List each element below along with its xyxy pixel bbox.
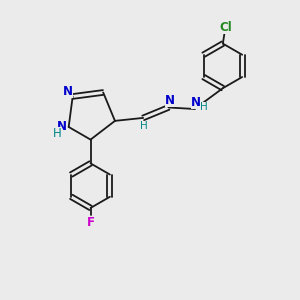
Text: H: H: [140, 121, 148, 131]
Text: Cl: Cl: [219, 21, 232, 34]
Text: N: N: [63, 85, 73, 98]
Text: F: F: [87, 216, 94, 229]
Text: H: H: [200, 102, 207, 112]
Text: N: N: [165, 94, 175, 107]
Text: H: H: [53, 127, 62, 140]
Text: N: N: [191, 96, 201, 109]
Text: N: N: [57, 121, 67, 134]
